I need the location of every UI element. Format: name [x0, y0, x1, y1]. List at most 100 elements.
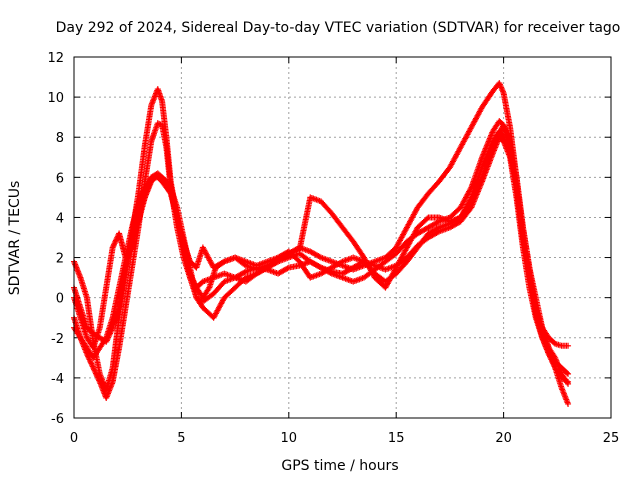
data-trace	[552, 366, 565, 390]
data-trace	[159, 123, 170, 149]
data-trace	[393, 245, 410, 270]
data-trace	[526, 266, 539, 300]
data-trace	[77, 316, 90, 340]
x-tick-label: 0	[70, 431, 78, 446]
data-trace	[142, 103, 155, 147]
data-trace	[546, 346, 558, 370]
data-trace	[469, 175, 485, 203]
data-trace	[479, 145, 496, 179]
data-point	[565, 370, 572, 377]
data-trace	[490, 131, 502, 149]
data-point	[565, 400, 572, 407]
data-trace	[500, 91, 513, 129]
data-trace	[394, 259, 409, 276]
data-trace	[426, 219, 441, 230]
data-trace	[416, 225, 431, 236]
data-trace	[319, 199, 334, 216]
chart-title: Day 292 of 2024, Sidereal Day-to-day VTE…	[56, 20, 621, 36]
data-series	[71, 80, 572, 407]
data-trace	[77, 306, 90, 330]
data-trace	[496, 81, 506, 95]
data-trace	[129, 219, 142, 249]
data-trace	[97, 286, 109, 330]
y-tick-label: 12	[47, 51, 64, 66]
data-trace	[91, 346, 102, 360]
data-trace	[404, 205, 420, 230]
data-trace	[330, 259, 345, 270]
x-axis-label: GPS time / hours	[281, 458, 398, 474]
x-tick-label: 15	[388, 431, 405, 446]
data-trace	[135, 195, 148, 223]
data-trace	[546, 335, 558, 346]
data-trace	[167, 183, 180, 219]
y-tick-label: 0	[56, 292, 64, 307]
data-trace	[308, 259, 323, 270]
y-tick-label: 8	[56, 131, 64, 146]
data-trace	[200, 286, 212, 300]
data-trace	[116, 306, 129, 350]
y-tick-label: -2	[51, 332, 64, 347]
data-trace	[404, 225, 420, 250]
data-trace	[383, 251, 398, 264]
data-trace	[447, 145, 463, 169]
data-trace	[84, 325, 96, 336]
data-trace	[90, 326, 103, 350]
data-trace	[123, 245, 135, 260]
data-trace	[458, 125, 474, 149]
data-trace	[560, 342, 570, 349]
data-trace	[103, 246, 116, 290]
data-trace	[156, 120, 164, 128]
data-trace	[110, 306, 122, 330]
data-trace	[110, 286, 122, 320]
data-trace	[244, 271, 259, 284]
data-trace	[319, 265, 334, 276]
data-trace	[308, 249, 323, 260]
data-trace	[426, 225, 441, 236]
data-trace	[164, 179, 173, 188]
data-trace	[469, 105, 485, 129]
data-trace	[415, 215, 431, 230]
data-trace	[437, 165, 452, 184]
data-trace	[194, 279, 205, 290]
data-trace	[136, 185, 148, 203]
x-tick-label: 10	[281, 431, 298, 446]
data-trace	[415, 231, 431, 250]
y-tick-label: -4	[51, 372, 64, 387]
data-trace	[211, 296, 227, 320]
data-trace	[539, 326, 552, 350]
data-trace	[254, 265, 269, 276]
data-trace	[426, 229, 441, 240]
data-trace	[480, 89, 495, 109]
data-point	[565, 342, 572, 349]
data-trace	[142, 139, 155, 183]
data-trace	[109, 346, 122, 384]
data-trace	[393, 225, 410, 250]
data-point	[565, 378, 572, 385]
data-trace	[383, 266, 399, 290]
data-trace	[340, 225, 356, 244]
data-trace	[404, 245, 420, 264]
data-trace	[297, 251, 312, 264]
data-trace	[297, 259, 313, 280]
data-trace	[211, 279, 227, 296]
data-trace	[448, 205, 463, 220]
data-trace	[533, 296, 545, 330]
data-trace	[116, 256, 129, 290]
data-trace	[276, 265, 291, 276]
data-trace	[90, 366, 103, 384]
data-trace	[201, 291, 216, 304]
data-trace	[222, 285, 237, 300]
data-trace	[155, 171, 164, 180]
data-trace	[103, 316, 116, 340]
data-trace	[497, 119, 506, 128]
data-trace	[426, 179, 442, 196]
data-trace	[559, 375, 570, 385]
x-tick-label: 20	[495, 431, 512, 446]
plot-frame	[73, 56, 612, 419]
data-trace	[135, 143, 148, 195]
x-tick-label: 25	[603, 431, 620, 446]
data-trace	[329, 211, 345, 230]
data-trace	[129, 199, 142, 229]
data-trace	[448, 219, 463, 230]
